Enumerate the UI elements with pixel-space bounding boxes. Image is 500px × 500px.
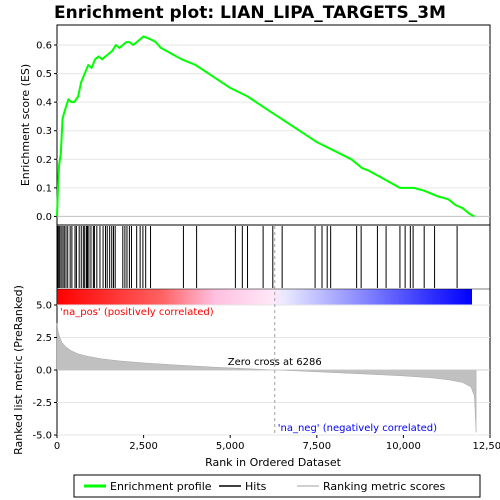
x-tick-label: 0 [54,441,60,452]
es-y-tick-label: 0.3 [36,126,52,137]
metric-y-tick-label: 2.5 [36,333,52,344]
x-tick-label: 2,500 [129,441,158,452]
legend-label: Ranking metric scores [323,480,445,493]
metric-y-tick-label: 5.0 [36,301,52,312]
es-curve-group [56,35,475,218]
metric-area [56,323,477,433]
legend: Enrichment profile Hits Ranking metric sco… [84,480,445,493]
es-panel-gridlines [57,44,490,217]
metric-y-tick-label: -2.5 [32,398,52,409]
legend-label: Hits [245,480,267,493]
legend-box [73,474,481,498]
es-y-axis-ticks: 0.0 0.1 0.2 0.3 0.4 0.5 0.6 [36,41,57,223]
metric-y-tick-label: 0.0 [36,366,52,377]
es-y-tick-label: 0.2 [36,155,52,166]
es-y-tick-label: 0.0 [36,212,52,223]
es-curve [56,35,475,218]
es-panel-frame [56,24,491,226]
x-axis-label: Rank in Ordered Dataset [205,456,342,469]
es-y-tick-label: 0.6 [36,41,52,52]
es-y-tick-label: 0.5 [36,69,52,80]
x-tick-label: 12,500 [473,441,500,452]
metric-y-tick-label: -5.0 [32,431,52,442]
x-tick-label: 10,000 [386,441,421,452]
x-tick-label: 7,500 [302,441,331,452]
rank-color-bar [57,289,472,305]
x-axis-ticks: 0 2,500 5,000 7,500 10,000 12,500 [54,435,500,452]
es-y-tick-label: 0.4 [36,98,52,109]
metric-y-axis-ticks: 5.0 2.5 0.0 -2.5 -5.0 [32,301,57,442]
metric-y-axis-label: Ranked list metric (PreRanked) [12,285,25,455]
hits-group [57,226,458,288]
x-tick-label: 5,000 [216,441,245,452]
legend-label: Enrichment profile [110,480,212,493]
es-y-tick-label: 0.1 [36,183,52,194]
pos-correlated-label: 'na_pos' (positively correlated) [60,307,214,318]
neg-correlated-label: 'na_neg' (negatively correlated) [278,423,437,434]
zero-cross-label: Zero cross at 6286 [228,357,322,368]
metric-area-group [56,323,490,433]
es-y-axis-label: Enrichment score (ES) [19,64,32,186]
chart-title: Enrichment plot: LIAN_LIPA_TARGETS_3M [54,3,446,23]
